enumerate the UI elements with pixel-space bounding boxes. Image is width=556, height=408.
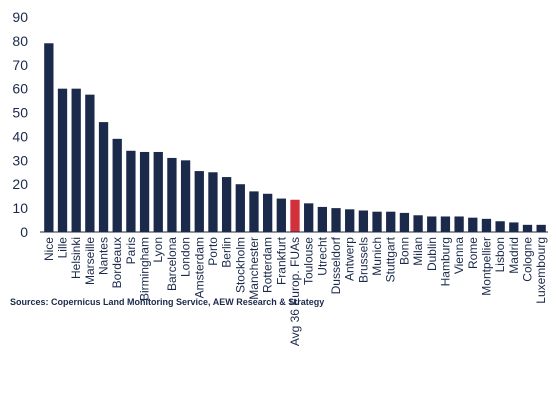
y-tick-label: 0 [20, 224, 28, 240]
bar [71, 88, 81, 232]
x-category-label: Lille [56, 237, 70, 259]
y-tick-label: 10 [12, 200, 28, 216]
bar [372, 211, 382, 232]
source-note: Sources: Copernicus Land Monitoring Serv… [10, 297, 325, 307]
x-category-label: Dusseldorf [329, 236, 343, 294]
bar [536, 224, 546, 232]
x-category-label: Milan [411, 237, 425, 266]
x-category-label: Cologne [520, 237, 534, 282]
x-category-label: Avg 36 Europ. FUAs [288, 237, 302, 346]
bar [208, 172, 218, 232]
bar [304, 203, 314, 232]
x-category-label: Barcelona [165, 237, 179, 291]
x-category-label: Dublin [425, 237, 439, 271]
bar [290, 199, 300, 232]
bar [386, 211, 396, 232]
bar [98, 122, 109, 232]
x-category-label: Nice [42, 237, 56, 261]
x-category-label: Lisbon [493, 237, 507, 272]
bar [427, 216, 437, 232]
y-tick-label: 90 [12, 9, 28, 25]
bar [345, 209, 355, 232]
x-category-label: Frankfurt [274, 236, 288, 285]
y-tick-label: 20 [12, 176, 28, 192]
bar [167, 157, 177, 232]
x-category-label: Antwerp [343, 237, 357, 281]
bars [44, 43, 546, 232]
x-category-label: Amsterdam [192, 237, 206, 298]
bar [468, 217, 478, 232]
x-category-label: Manchester [247, 237, 261, 300]
y-tick-label: 70 [12, 57, 28, 73]
bar [126, 150, 136, 232]
y-tick-label: 50 [12, 105, 28, 121]
x-category-label: Montpellier [479, 237, 493, 296]
y-tick-label: 40 [12, 128, 28, 144]
bar [112, 138, 122, 232]
y-tick-label: 60 [12, 81, 28, 97]
bar [522, 224, 533, 232]
bar [358, 210, 369, 232]
x-category-label: Stuttgart [384, 236, 398, 282]
bar [263, 193, 273, 232]
x-category-label: Munich [370, 237, 384, 276]
x-category-label: London [179, 237, 193, 277]
bar [440, 216, 451, 232]
bar [495, 221, 505, 232]
x-category-label: Helsinki [69, 237, 83, 279]
x-category-label: Luxembourg [534, 237, 548, 304]
x-axis-labels: Nice Lille Helsinki Marseille Nantes Bordeaux… [42, 236, 548, 346]
x-category-label: Rome [466, 237, 480, 269]
x-category-label: Rotterdam [261, 237, 275, 293]
bar [85, 94, 95, 232]
bar [139, 151, 150, 232]
x-category-label: Hamburg [438, 237, 452, 286]
bar [249, 191, 259, 232]
x-category-label: Vienna [452, 237, 466, 274]
x-category-label: Paris [124, 237, 138, 264]
x-category-label: Berlin [220, 237, 234, 268]
x-category-label: Nantes [97, 237, 111, 275]
bar [194, 171, 204, 232]
bar [153, 151, 163, 232]
x-category-label: Lyon [151, 237, 165, 263]
x-category-label: Bordeaux [110, 237, 124, 288]
y-tick-label: 30 [12, 152, 28, 168]
x-category-label: Utrecht [315, 236, 329, 275]
bar [317, 206, 327, 232]
bar [221, 177, 232, 232]
x-category-label: Madrid [507, 237, 521, 274]
bar [509, 222, 519, 232]
y-axis-ticks: 0 10 20 30 40 50 60 70 80 90 [12, 9, 28, 240]
y-tick-label: 80 [12, 33, 28, 49]
x-category-label: Brussels [356, 237, 370, 283]
x-category-label: Toulouse [302, 237, 316, 285]
x-category-label: Birmingham [138, 237, 152, 301]
bar [481, 218, 492, 232]
x-category-label: Bonn [397, 237, 411, 265]
bar [413, 215, 423, 232]
x-category-label: Stockholm [233, 237, 247, 293]
bar [399, 212, 410, 232]
bar [454, 216, 464, 232]
bar [235, 184, 245, 232]
x-category-label: Marseille [83, 237, 97, 285]
bar [331, 208, 341, 232]
bar [180, 160, 191, 232]
bar [44, 43, 54, 232]
bar [57, 88, 68, 232]
bar [276, 198, 286, 232]
x-category-label: Porto [206, 237, 220, 266]
